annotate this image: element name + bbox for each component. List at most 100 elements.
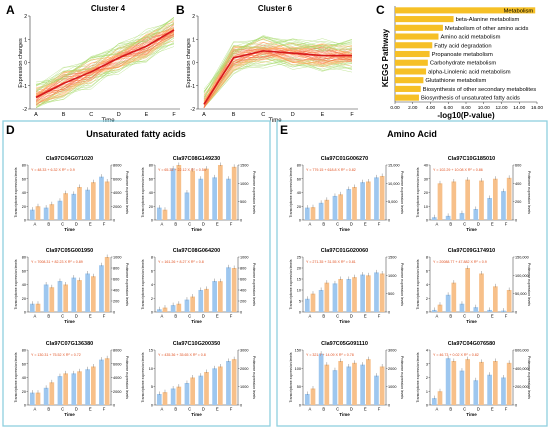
protein-bar (190, 296, 196, 312)
regression-equation: Y = 46.73 + 0.02 X R² = 0.82 (433, 353, 479, 357)
protein-bar (479, 361, 484, 405)
transcript-bar (431, 309, 437, 312)
protein-bar (35, 303, 41, 312)
left-tick-label: 80 (22, 164, 26, 168)
transcript-bar (431, 217, 437, 220)
right-tick-label: 15,000 (388, 164, 400, 168)
transcript-bar (304, 298, 310, 312)
x-tick-label: B (449, 314, 452, 319)
right-tick-label: 1000 (388, 385, 396, 389)
x-tick-label: E (216, 314, 219, 319)
protein-bar (162, 307, 168, 312)
right-axis-label: Proteome expression levels (400, 263, 404, 306)
kegg-bar (395, 7, 536, 14)
transcript-bar (170, 388, 176, 405)
protein-bar (365, 181, 371, 220)
right-tick-label: 6000 (113, 362, 121, 366)
protein-bar (352, 277, 357, 312)
left-tick-label: 10 (149, 367, 153, 371)
right-tick-label: 200 (515, 200, 521, 204)
left-tick-label: 2 (426, 297, 428, 301)
protein-bar (379, 176, 385, 220)
kegg-bar (395, 42, 433, 49)
x-tick-label: B (174, 314, 177, 319)
protein-bar (465, 179, 471, 220)
kegg-bar-label: Amino acid metabolism (440, 35, 500, 41)
left-tick-label: 40 (424, 164, 428, 168)
right-tick-label: 1500 (240, 164, 248, 168)
right-axis-label: Proteome expression levels (252, 171, 256, 214)
transcript-bar (29, 209, 35, 220)
protein-bar (162, 209, 168, 220)
x-tick-label: D (202, 407, 205, 412)
gene-title: Cla97C04G071020 (46, 156, 93, 162)
transcript-bar (374, 177, 379, 220)
x-tick-label: B (47, 407, 50, 412)
transcript-bar (360, 182, 365, 220)
transcript-bar (318, 202, 324, 220)
section-e-title: Amino Acid (387, 129, 437, 139)
protein-bar (176, 386, 182, 405)
transcript-bar (374, 375, 379, 405)
transcript-bar (198, 290, 204, 312)
left-tick-label: 8 (151, 256, 153, 260)
transcript-bar (57, 200, 63, 220)
left-axis-label: Transcriptome expression levels (14, 167, 18, 217)
protein-bar (451, 181, 457, 220)
x-tick-label: C (463, 222, 466, 227)
x-tick-label: F (378, 314, 381, 319)
x-tick-label: E (364, 222, 367, 227)
protein-bar (63, 284, 69, 312)
transcript-bar (459, 370, 465, 405)
x-tick-label: F (230, 314, 233, 319)
x-tick-label: C (61, 222, 64, 227)
protein-bar (352, 187, 357, 220)
transcript-bar (99, 265, 104, 312)
x-tick-label: F (378, 222, 381, 227)
transcript-bar (304, 207, 310, 220)
right-tick-label: 3000 (240, 349, 248, 353)
right-tick-label: 0 (240, 311, 242, 315)
right-tick-label: 1000 (388, 274, 396, 278)
gene-title: Cla97C09G174910 (448, 248, 495, 254)
cluster-mean-line (35, 29, 175, 99)
protein-bar (176, 165, 182, 220)
gene-title: Cla97C05G001950 (46, 248, 93, 254)
left-tick-label: 60 (22, 269, 26, 273)
transcript-bar (43, 284, 49, 312)
left-tick-label: 60 (297, 177, 301, 181)
y-tick-label: 2 (192, 14, 195, 20)
protein-bar (77, 187, 82, 220)
right-tick-label: 100,000 (515, 274, 529, 278)
x-tick-label: A (34, 222, 37, 227)
transcript-bar (156, 309, 162, 312)
right-tick-label: 0 (515, 311, 517, 315)
x-tick-label: A (309, 222, 312, 227)
cluster-gene-line (203, 36, 353, 90)
protein-bar (451, 282, 457, 312)
protein-bar (310, 388, 316, 405)
transcript-bar (473, 209, 479, 220)
left-tick-label: 60 (149, 177, 153, 181)
right-tick-label: 500 (240, 200, 246, 204)
transcript-bar (156, 394, 162, 405)
protein-bar (35, 392, 41, 405)
x-tick-label: F (230, 407, 233, 412)
right-axis-label: Proteome expression levels (125, 356, 129, 399)
protein-bar (352, 362, 357, 405)
left-tick-label: 0 (299, 404, 301, 408)
kegg-x-tick-label: 4.00 (426, 105, 436, 111)
y-tick-label: 1 (192, 37, 195, 43)
right-tick-label: 2000 (113, 205, 121, 209)
cluster-gene-line (35, 23, 175, 87)
x-tick-label: A (34, 314, 37, 319)
transcript-bar (99, 359, 104, 405)
protein-bar (324, 282, 330, 312)
x-tick-label: E (216, 407, 219, 412)
x-axis-label: Time (191, 319, 202, 324)
right-tick-label: 2000 (388, 367, 396, 371)
x-tick-label: D (117, 112, 121, 118)
right-axis-label: Proteome expression levels (400, 171, 404, 214)
gene-title: Cla97C04G076580 (448, 341, 495, 347)
